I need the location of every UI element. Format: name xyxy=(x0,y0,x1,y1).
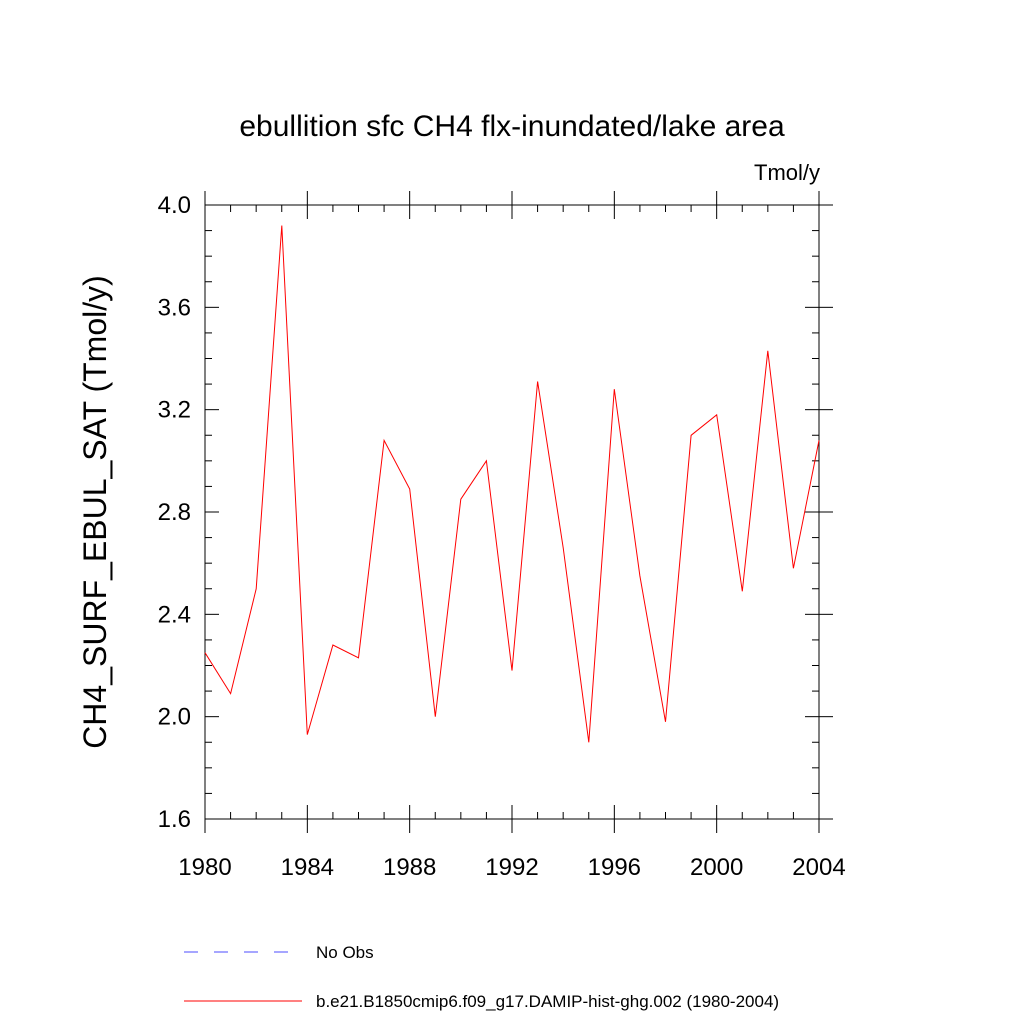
y-tick-label: 1.6 xyxy=(158,806,191,833)
x-tick-label: 2000 xyxy=(690,854,743,881)
y-tick-label: 2.0 xyxy=(158,704,191,731)
x-tick-label: 2004 xyxy=(792,854,845,881)
y-tick-label: 3.2 xyxy=(158,397,191,424)
legend-label-1: b.e21.B1850cmip6.f09_g17.DAMIP-hist-ghg.… xyxy=(316,992,779,1011)
plot-frame xyxy=(204,204,820,820)
x-tick-label: 1992 xyxy=(485,854,538,881)
legend-label-0: No Obs xyxy=(316,943,374,962)
y-tick-label: 2.8 xyxy=(158,499,191,526)
y-tick-label: 3.6 xyxy=(158,294,191,321)
x-axis-ticks: 1980 1984 1988 1992 1996 2000 2004 xyxy=(178,191,846,881)
series-line-1 xyxy=(204,225,820,743)
x-tick-label: 1980 xyxy=(178,854,231,881)
x-tick-label: 1984 xyxy=(281,854,334,881)
legend: No Obs b.e21.B1850cmip6.f09_g17.DAMIP-his… xyxy=(184,943,779,1011)
x-tick-label: 1988 xyxy=(383,854,436,881)
x-tick-label: 1996 xyxy=(588,854,641,881)
series-layer xyxy=(204,225,820,743)
y-axis-ticks: 1.6 2.0 2.4 2.8 3.2 3.6 4.0 xyxy=(158,192,833,833)
y-tick-label: 2.4 xyxy=(158,601,191,628)
y-tick-label: 4.0 xyxy=(158,192,191,219)
y-axis-label: CH4_SURF_EBUL_SAT (Tmol/y) xyxy=(77,275,113,749)
chart-title: ebullition sfc CH4 flx-inundated/lake ar… xyxy=(239,110,785,143)
units-label: Tmol/y xyxy=(754,160,820,185)
